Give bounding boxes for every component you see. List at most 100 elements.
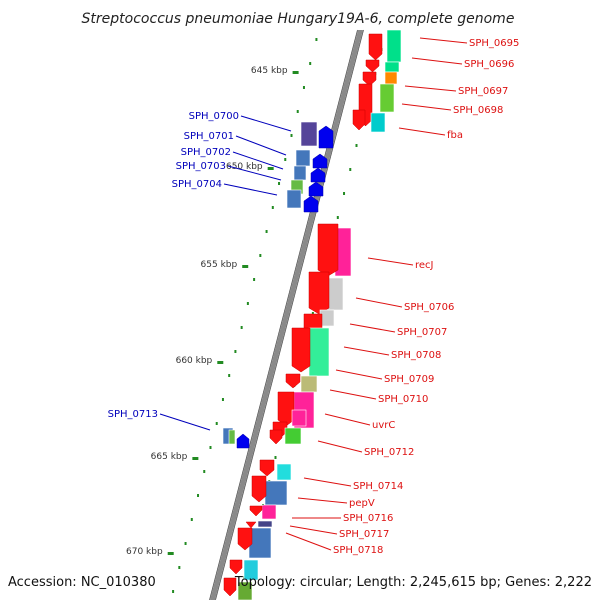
guide-dot-left bbox=[265, 230, 268, 233]
gene-block-sph_0700 bbox=[300, 121, 318, 147]
leader-line-forward bbox=[289, 525, 338, 535]
guide-dot-left bbox=[228, 374, 231, 377]
guide-dot-left bbox=[172, 590, 175, 593]
reverse-arrow-sph_0713 bbox=[236, 433, 250, 449]
gene-label-fba: fba bbox=[447, 130, 463, 141]
label-leaders bbox=[159, 37, 468, 551]
gene-features bbox=[222, 29, 402, 600]
gene-label-sph_0704: SPH_0704 bbox=[172, 179, 222, 190]
guide-dot-left bbox=[240, 326, 243, 329]
gene-block-sph_0718 bbox=[248, 527, 272, 559]
leader-line-forward bbox=[355, 297, 403, 308]
gene-block-sph_0716 bbox=[261, 504, 277, 520]
gene-label-sph_0701: SPH_0701 bbox=[184, 131, 234, 142]
leader-line-reverse bbox=[232, 151, 284, 170]
forward-arrow-pepv bbox=[251, 475, 267, 503]
scale-tick-mark bbox=[292, 71, 299, 74]
gene-block-partial bbox=[237, 581, 253, 600]
gene-label-sph_0697: SPH_0697 bbox=[458, 86, 508, 97]
scale-tick-label: 665 kbp bbox=[151, 452, 188, 462]
guide-dot-left bbox=[221, 398, 224, 401]
leader-line-forward bbox=[401, 103, 452, 111]
leader-line-reverse bbox=[227, 165, 282, 181]
forward-arrow-sph_0712 bbox=[269, 429, 283, 445]
leader-line-reverse bbox=[223, 183, 278, 196]
guide-dot-left bbox=[296, 110, 299, 113]
scale-tick-label: 650 kbp bbox=[226, 162, 263, 172]
leader-line-forward bbox=[411, 57, 463, 65]
scale-tick-label: 670 kbp bbox=[126, 547, 163, 557]
forward-arrow-sph_0717 bbox=[245, 521, 257, 529]
gene-label-uvrc: uvrC bbox=[372, 420, 395, 431]
gene-block-sph_0702 bbox=[293, 165, 307, 181]
guide-dot-left bbox=[253, 278, 256, 281]
guide-dot-left bbox=[215, 422, 218, 425]
gene-label-sph_0696: SPH_0696 bbox=[464, 59, 514, 70]
scale-ticks: 645 kbp 650 kbp 655 kbp 660 kbp 665 kbp 670 k… bbox=[126, 66, 299, 557]
forward-arrow-sph_0697 bbox=[362, 71, 377, 87]
guide-dot-left bbox=[302, 86, 305, 89]
leader-line-forward bbox=[317, 440, 363, 453]
gene-block-sph_0706 bbox=[326, 277, 344, 311]
gene-label-sph_0718: SPH_0718 bbox=[333, 545, 383, 556]
leader-line-reverse bbox=[240, 115, 292, 132]
gene-label-sph_0698: SPH_0698 bbox=[453, 105, 503, 116]
scale-tick-mark bbox=[267, 167, 274, 170]
gene-block-fba bbox=[370, 112, 386, 133]
gene-label-sph_0703: SPH_0703 bbox=[176, 161, 226, 172]
scale-tick-label: 655 kbp bbox=[201, 260, 238, 270]
gene-block-partial bbox=[243, 559, 259, 581]
gene-label-sph_0702: SPH_0702 bbox=[181, 147, 231, 158]
forward-arrow-partial bbox=[223, 577, 237, 597]
gene-label-sph_0710: SPH_0710 bbox=[378, 394, 428, 405]
accession-text: Accession: NC_010380 bbox=[8, 575, 156, 590]
gene-block-sph_0696 bbox=[384, 61, 400, 73]
gene-label-recj: recJ bbox=[415, 260, 434, 271]
forward-arrow-sph_0709 bbox=[285, 373, 301, 389]
forward-arrow-partial bbox=[229, 559, 243, 575]
leader-line-forward bbox=[404, 85, 457, 92]
gene-block-sph_0704 bbox=[286, 189, 302, 209]
gene-label-sph_0706: SPH_0706 bbox=[404, 302, 454, 313]
guide-dot-left bbox=[190, 518, 193, 521]
guide-dot-left bbox=[209, 446, 212, 449]
backbone-edge-right bbox=[215, 29, 364, 600]
forward-arrow-sph_0696 bbox=[365, 59, 380, 73]
backbone-edge-left bbox=[209, 29, 358, 600]
guide-dot-left bbox=[197, 494, 200, 497]
gene-block-sph_0698 bbox=[379, 83, 395, 113]
gene-block-uvrc bbox=[291, 409, 307, 427]
gene-label-sph_0708: SPH_0708 bbox=[391, 350, 441, 361]
gene-block-sph_0713-inner bbox=[228, 429, 236, 445]
gene-label-sph_0713: SPH_0713 bbox=[108, 409, 158, 420]
gene-block-sph_0709 bbox=[300, 375, 318, 393]
leader-line-reverse bbox=[159, 413, 211, 431]
leader-line-forward bbox=[297, 497, 348, 504]
gene-block-sph_0697 bbox=[384, 71, 398, 85]
gene-label-sph_0700: SPH_0700 bbox=[189, 111, 239, 122]
gene-block-sph_0701 bbox=[295, 149, 311, 167]
forward-arrow-sph_0718 bbox=[237, 527, 253, 551]
leader-line-forward bbox=[329, 389, 377, 400]
guide-dot-right bbox=[349, 168, 352, 171]
scale-tick-label: 660 kbp bbox=[176, 356, 213, 366]
gene-block-sph_0708 bbox=[308, 327, 330, 377]
gene-block-sph_0712 bbox=[284, 427, 302, 445]
leader-line-forward bbox=[285, 532, 332, 551]
guide-dot-right bbox=[343, 192, 346, 195]
guide-dot-left bbox=[184, 542, 187, 545]
guide-dot-left bbox=[271, 206, 274, 209]
gene-label-sph_0712: SPH_0712 bbox=[364, 447, 414, 458]
forward-arrow-sph_0708 bbox=[291, 327, 311, 373]
guide-dot-right bbox=[336, 216, 339, 219]
guide-dot-left bbox=[290, 134, 293, 137]
reverse-arrow-sph_0703 bbox=[308, 181, 324, 197]
leader-line-forward bbox=[303, 477, 352, 487]
guide-dot-left bbox=[234, 350, 237, 353]
leader-line-forward bbox=[324, 413, 371, 426]
leader-line-forward bbox=[419, 37, 468, 44]
guide-dot-left bbox=[284, 158, 287, 161]
forward-arrow-sph_0710 bbox=[277, 391, 295, 427]
gene-block-sph_0695 bbox=[386, 29, 402, 63]
